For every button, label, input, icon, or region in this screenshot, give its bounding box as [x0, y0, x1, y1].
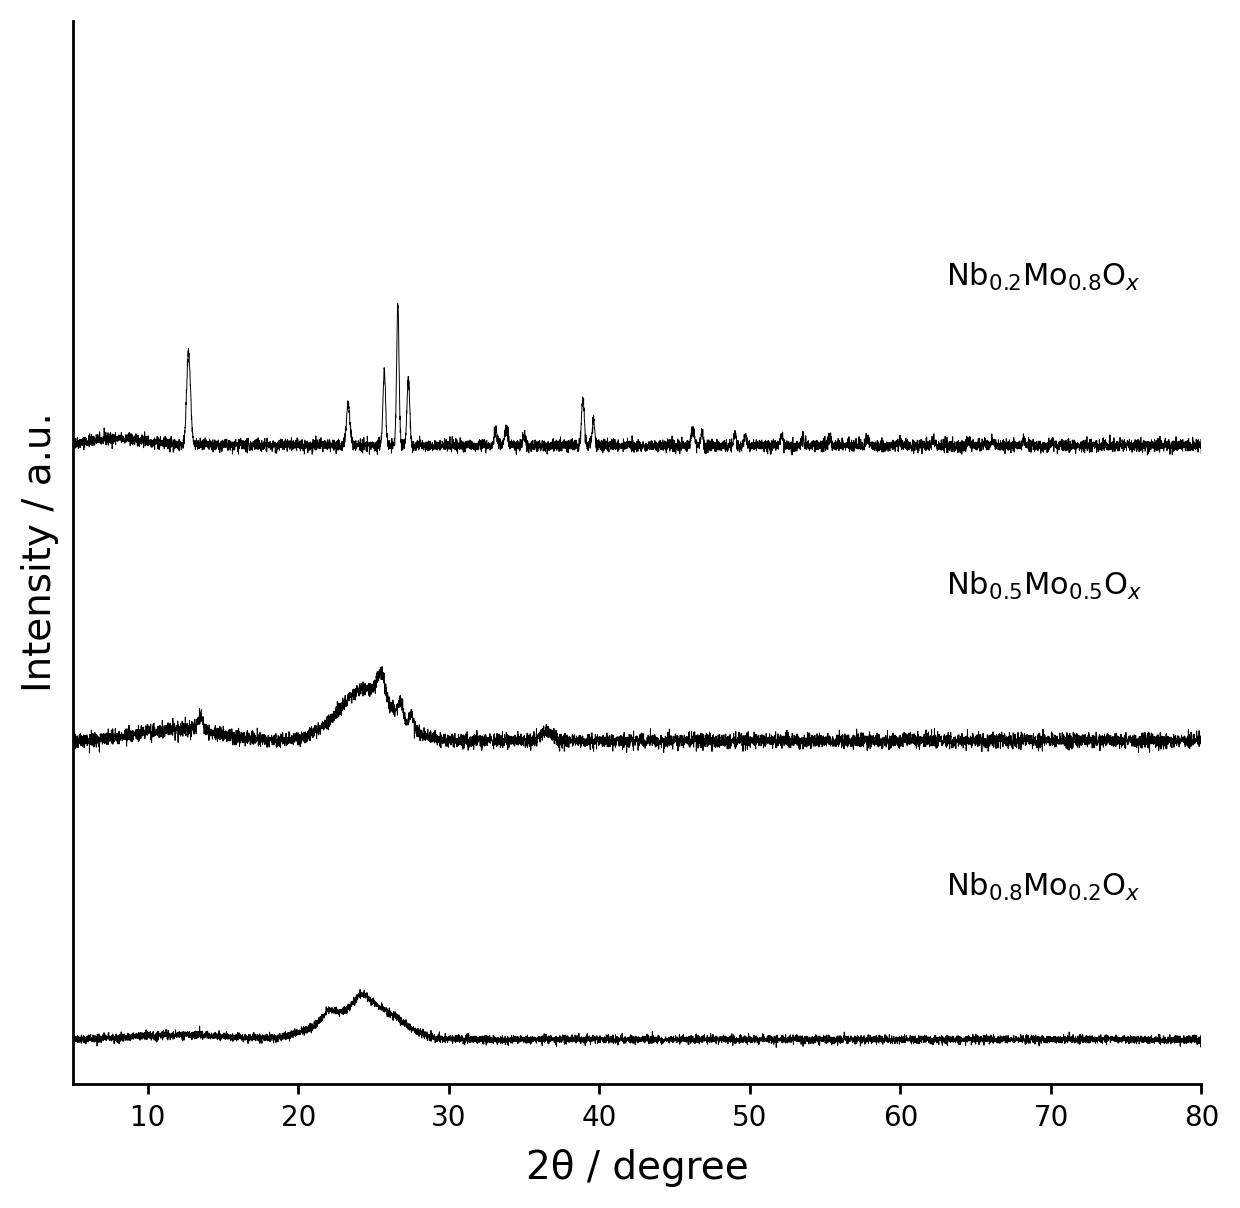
Text: Nb$_{0.5}$Mo$_{0.5}$O$_x$: Nb$_{0.5}$Mo$_{0.5}$O$_x$ [946, 570, 1142, 602]
X-axis label: 2θ / degree: 2θ / degree [526, 1149, 749, 1187]
Text: Nb$_{0.8}$Mo$_{0.2}$O$_x$: Nb$_{0.8}$Mo$_{0.2}$O$_x$ [946, 871, 1141, 904]
Y-axis label: Intensity / a.u.: Intensity / a.u. [21, 412, 58, 692]
Text: Nb$_{0.2}$Mo$_{0.8}$O$_x$: Nb$_{0.2}$Mo$_{0.8}$O$_x$ [946, 261, 1141, 292]
